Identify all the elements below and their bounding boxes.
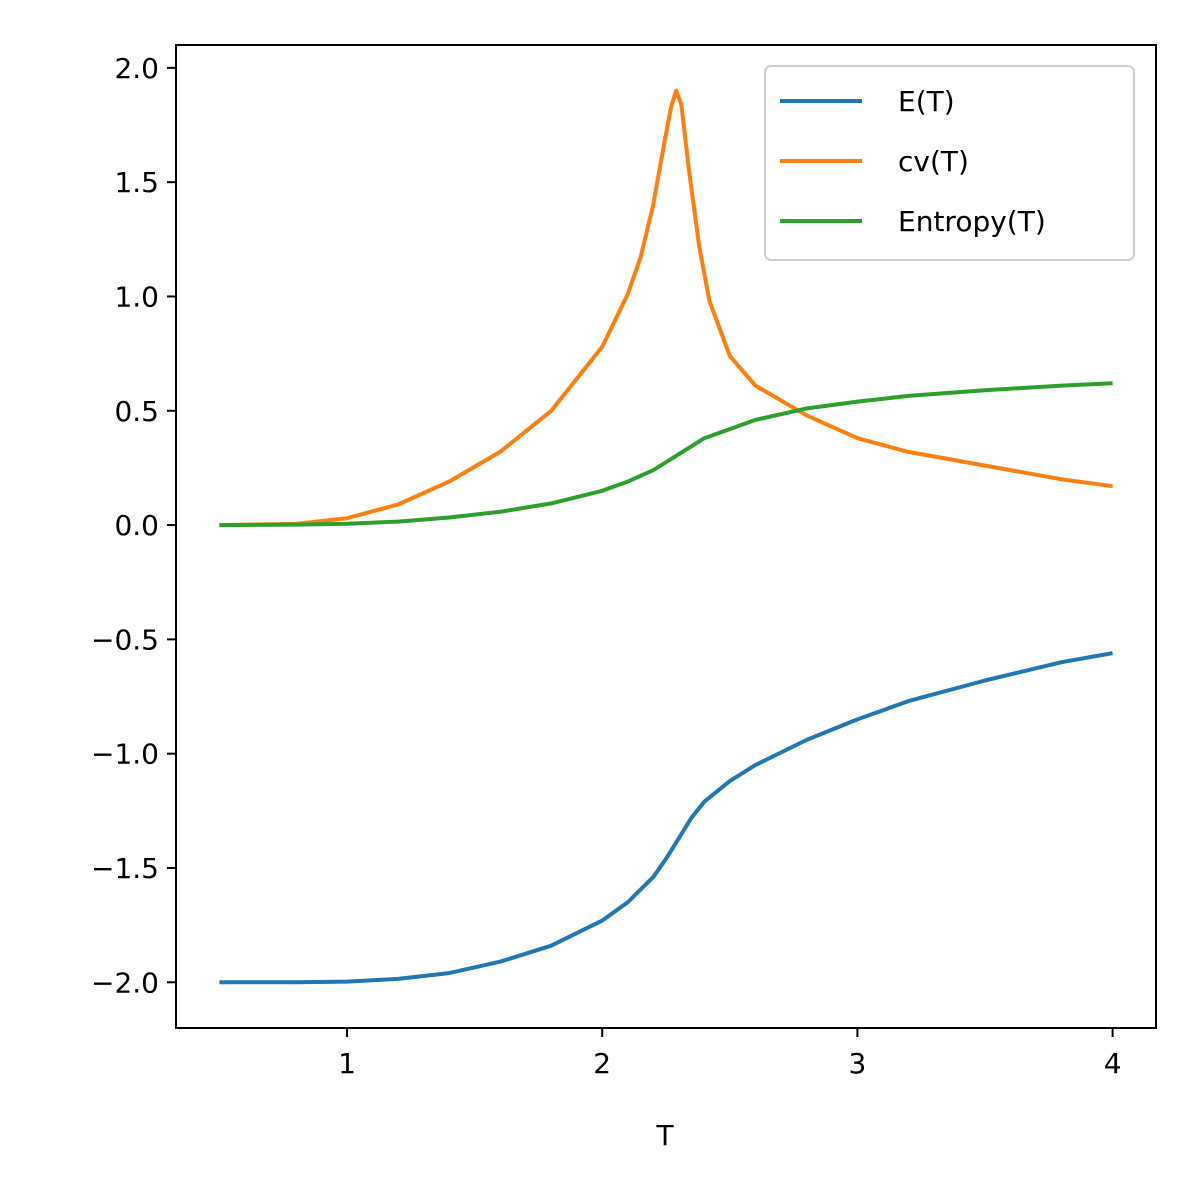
y-tick-label: 0.0 bbox=[114, 509, 159, 542]
x-tick-label: 1 bbox=[338, 1047, 356, 1080]
axes: 1 2 3 4 −2.0 −1.5 −1.0 −0.5 0.0 0.5 1.0 1.5 2.0 bbox=[91, 44, 1157, 1080]
x-axis-label: T bbox=[655, 1119, 674, 1152]
legend-label-2: Entropy(T) bbox=[898, 205, 1046, 238]
plot-frame bbox=[175, 44, 1157, 1029]
legend-label-0: E(T) bbox=[898, 85, 955, 118]
series-line-2 bbox=[219, 381, 1113, 528]
series-line-0 bbox=[219, 651, 1113, 985]
plot-area bbox=[219, 88, 1113, 985]
y-tick-label: 1.5 bbox=[114, 166, 159, 199]
y-tick-label: 1.0 bbox=[114, 280, 159, 313]
x-tick-label: 4 bbox=[1104, 1047, 1122, 1080]
y-tick-label: −1.5 bbox=[91, 852, 159, 885]
legend-label-1: cv(T) bbox=[898, 145, 969, 178]
y-tick-label: −0.5 bbox=[91, 623, 159, 656]
legend-box bbox=[764, 65, 1135, 261]
legend: E(T) cv(T) Entropy(T) bbox=[764, 65, 1135, 261]
y-tick-label: −1.0 bbox=[91, 738, 159, 771]
x-tick-label: 2 bbox=[593, 1047, 611, 1080]
y-tick-label: −2.0 bbox=[91, 966, 159, 999]
series-line-1 bbox=[219, 88, 1113, 528]
x-tick-label: 3 bbox=[848, 1047, 866, 1080]
y-tick-label: 0.5 bbox=[114, 395, 159, 428]
y-tick-label: 2.0 bbox=[114, 52, 159, 85]
